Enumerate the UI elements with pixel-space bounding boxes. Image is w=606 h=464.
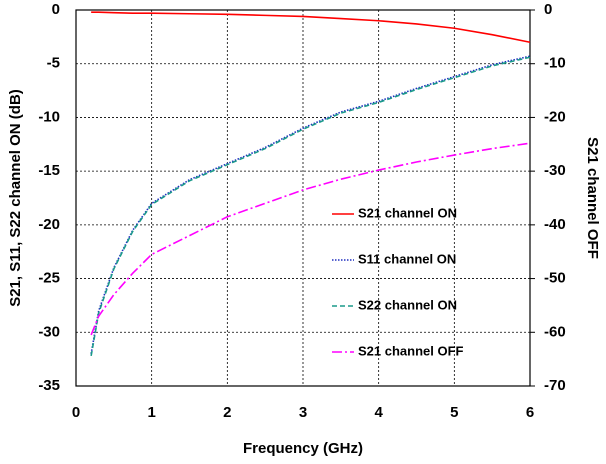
y-tick-label: -5 xyxy=(47,55,60,72)
x-tick-label: 6 xyxy=(526,404,534,421)
legend-label: S21 channel OFF xyxy=(358,343,464,358)
y-axis-label: S21, S11, S22 channel ON (dB) xyxy=(7,89,24,307)
y2-tick-label: -10 xyxy=(544,55,566,72)
x-tick-label: 4 xyxy=(374,404,383,421)
y-tick-label: -10 xyxy=(38,108,60,125)
y2-tick-label: 0 xyxy=(544,1,552,18)
y-tick-label: -35 xyxy=(38,377,60,394)
x-tick-label: 2 xyxy=(223,404,231,421)
plot-frame xyxy=(75,9,531,387)
series-line xyxy=(90,142,531,336)
x-axis-label: Frequency (GHz) xyxy=(243,440,363,457)
x-tick-label: 5 xyxy=(450,404,458,421)
y2-tick-label: -50 xyxy=(544,270,566,287)
y2-tick-label: -20 xyxy=(544,108,566,125)
y2-tick-label: -30 xyxy=(544,162,566,179)
series-line xyxy=(91,11,531,44)
y-tick-label: -30 xyxy=(38,323,60,340)
y-tick-label: -25 xyxy=(38,270,60,287)
y-tick-label: -20 xyxy=(38,216,60,233)
y2-axis-label: S21 channel OFF xyxy=(584,137,601,259)
y-tick-label: -15 xyxy=(38,162,60,179)
x-tick-label: 3 xyxy=(299,404,307,421)
x-tick-label: 1 xyxy=(147,404,155,421)
y2-tick-label: -60 xyxy=(544,323,566,340)
legend-label: S11 channel ON xyxy=(358,251,456,266)
y2-tick-label: -70 xyxy=(544,377,566,394)
series-line xyxy=(90,55,531,354)
x-tick-label: 0 xyxy=(72,404,80,421)
series-line xyxy=(90,56,531,357)
legend-label: S21 channel ON xyxy=(358,205,457,220)
y2-tick-label: -40 xyxy=(544,216,566,233)
y-tick-label: 0 xyxy=(52,1,60,18)
legend-label: S22 channel ON xyxy=(358,297,457,312)
